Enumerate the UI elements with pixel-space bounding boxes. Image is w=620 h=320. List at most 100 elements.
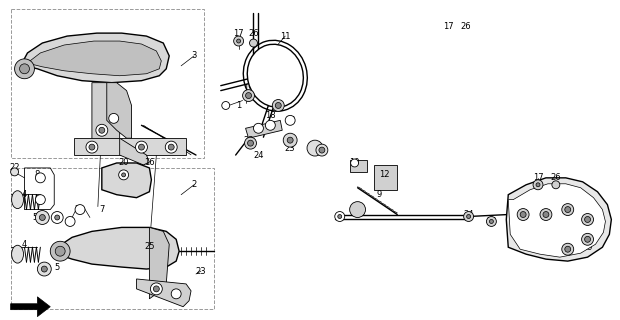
Text: 20: 20: [118, 158, 129, 167]
Circle shape: [246, 92, 252, 99]
Text: 4: 4: [22, 190, 27, 199]
Text: 22: 22: [9, 164, 20, 172]
Text: 24: 24: [541, 210, 551, 219]
Text: 24: 24: [486, 217, 497, 226]
Text: 24: 24: [285, 116, 295, 125]
Circle shape: [15, 59, 35, 79]
Bar: [11, 9, 204, 158]
Circle shape: [136, 141, 148, 153]
Circle shape: [517, 209, 529, 220]
Ellipse shape: [247, 44, 303, 107]
Circle shape: [222, 101, 229, 109]
Text: 19: 19: [243, 84, 254, 93]
Polygon shape: [508, 184, 605, 257]
Text: 1: 1: [236, 101, 241, 110]
Circle shape: [50, 241, 70, 261]
Text: 4: 4: [22, 240, 27, 249]
Circle shape: [168, 144, 174, 150]
Polygon shape: [74, 138, 186, 155]
Text: 14: 14: [518, 227, 528, 236]
Circle shape: [96, 124, 108, 136]
Circle shape: [582, 213, 593, 225]
Polygon shape: [57, 228, 179, 269]
Circle shape: [51, 212, 63, 223]
Text: 23: 23: [285, 144, 296, 153]
Circle shape: [464, 212, 474, 221]
Polygon shape: [374, 165, 397, 190]
Circle shape: [565, 246, 571, 252]
Circle shape: [351, 159, 358, 167]
Circle shape: [285, 116, 295, 125]
Text: FR: FR: [17, 304, 27, 310]
Circle shape: [467, 214, 471, 219]
Ellipse shape: [12, 191, 24, 209]
Circle shape: [265, 120, 275, 130]
Circle shape: [335, 212, 345, 221]
Text: 10: 10: [349, 158, 360, 167]
Text: 5: 5: [55, 263, 60, 272]
Circle shape: [244, 137, 257, 149]
Circle shape: [562, 243, 574, 255]
Circle shape: [37, 262, 51, 276]
Circle shape: [247, 140, 254, 146]
Polygon shape: [149, 228, 169, 299]
Circle shape: [562, 204, 574, 215]
Text: 23: 23: [243, 136, 254, 145]
Circle shape: [122, 173, 126, 177]
Circle shape: [543, 212, 549, 218]
Text: 24: 24: [463, 210, 474, 219]
Circle shape: [338, 214, 342, 219]
Text: 6: 6: [55, 213, 60, 222]
Circle shape: [536, 183, 540, 187]
Circle shape: [487, 217, 497, 227]
Circle shape: [35, 173, 45, 183]
Circle shape: [540, 209, 552, 220]
Circle shape: [582, 233, 593, 245]
Circle shape: [151, 283, 162, 295]
Text: 26: 26: [551, 243, 561, 252]
Polygon shape: [350, 160, 368, 172]
Circle shape: [138, 144, 144, 150]
Circle shape: [350, 202, 366, 218]
Circle shape: [11, 168, 19, 176]
Text: 8: 8: [35, 170, 40, 180]
Text: 15: 15: [312, 144, 323, 153]
Circle shape: [86, 141, 98, 153]
Circle shape: [283, 133, 297, 147]
Circle shape: [65, 217, 75, 227]
Circle shape: [275, 102, 281, 108]
Polygon shape: [136, 279, 191, 307]
Circle shape: [254, 123, 264, 133]
Text: 12: 12: [379, 170, 389, 180]
Circle shape: [55, 215, 60, 220]
Text: 19: 19: [582, 243, 593, 252]
Circle shape: [35, 211, 49, 224]
Circle shape: [42, 266, 47, 272]
Polygon shape: [120, 138, 149, 165]
Text: 2: 2: [192, 180, 197, 189]
Circle shape: [272, 100, 284, 111]
Circle shape: [39, 214, 45, 220]
Text: 9: 9: [377, 190, 382, 199]
Text: 26: 26: [551, 173, 561, 182]
Text: 18: 18: [567, 188, 578, 197]
Text: 21: 21: [75, 205, 86, 214]
Circle shape: [520, 212, 526, 218]
Text: 1: 1: [590, 230, 595, 239]
Text: 23: 23: [196, 267, 206, 276]
Circle shape: [35, 195, 45, 204]
Circle shape: [565, 207, 571, 212]
Circle shape: [316, 144, 328, 156]
Polygon shape: [11, 297, 50, 316]
Circle shape: [533, 180, 543, 190]
Circle shape: [234, 36, 244, 46]
Text: 3: 3: [192, 52, 197, 60]
Text: 17: 17: [443, 22, 454, 31]
Text: 26: 26: [460, 22, 471, 31]
Text: 26: 26: [248, 28, 259, 38]
Circle shape: [166, 141, 177, 153]
Circle shape: [153, 286, 159, 292]
Text: 17: 17: [533, 173, 543, 182]
Polygon shape: [20, 33, 169, 83]
Circle shape: [75, 204, 85, 214]
